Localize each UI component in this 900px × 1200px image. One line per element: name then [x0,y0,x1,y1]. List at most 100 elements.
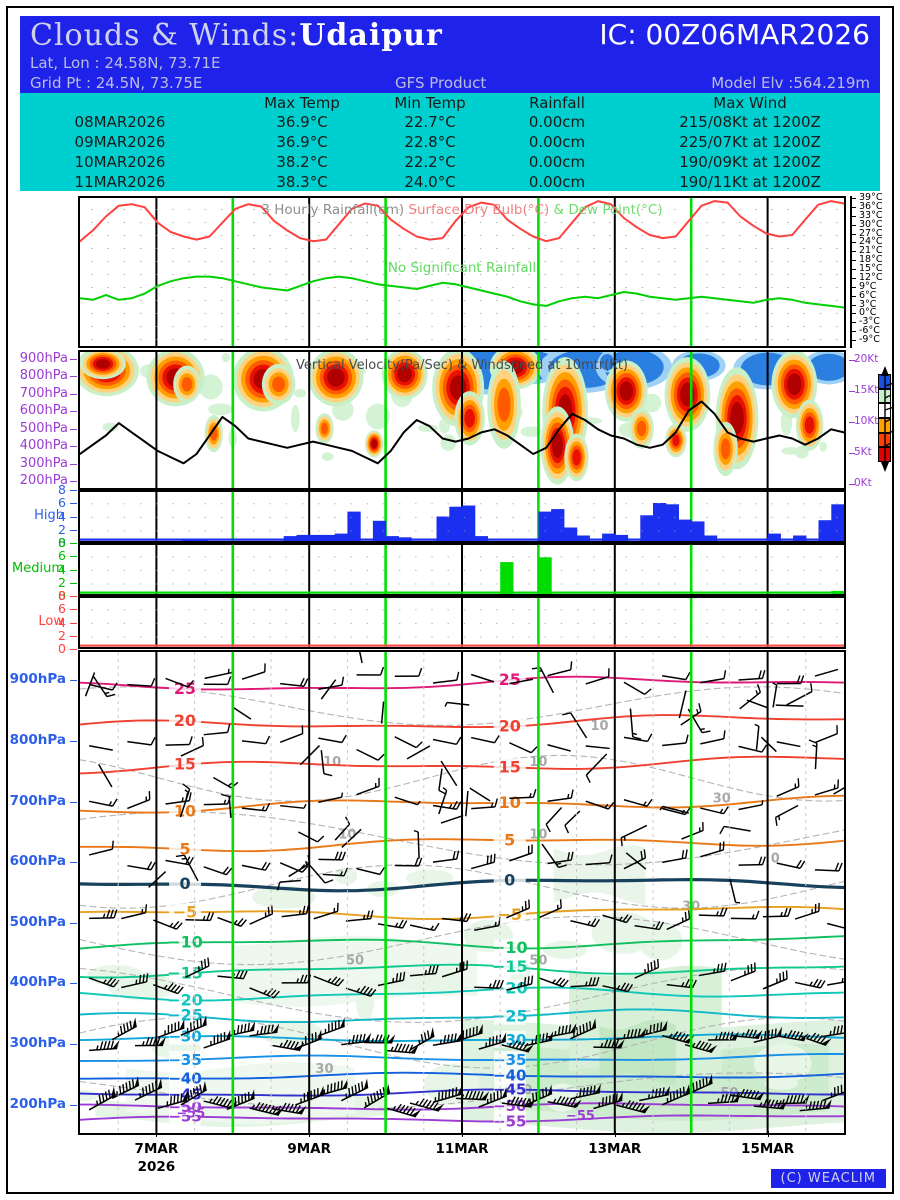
wind-legend-tick [849,391,855,392]
cell-max-temp: 38.3°C [276,173,328,191]
svg-text:−25: −25 [167,1006,203,1025]
wind-legend-label: 15Kt [854,384,879,396]
cloud-octa-tick [70,569,77,571]
table-row: 08MAR2026 36.9°C 22.7°C 0.00cm 215/08Kt … [20,112,880,132]
temp-axis-tick [850,269,856,270]
svg-text:5: 5 [179,839,190,858]
svg-text:20: 20 [174,711,196,730]
temp-axis-tick-label: 33°C [859,209,883,221]
pressure-axis-tick [70,740,77,742]
cell-date: 08MAR2026 [74,113,166,131]
cell-max-temp: 38.2°C [276,153,328,171]
x-axis-label: 11MAR [435,1141,489,1157]
temp-axis-tick [850,295,856,297]
vertical-velocity-plot [80,352,844,488]
svg-text:−35: −35 [493,1051,526,1069]
title-prefix: Clouds & Winds: [30,18,300,53]
table-header-row: Max Temp Min Temp Rainfall Max Wind [20,93,880,112]
cloud-octa-label: 4 [58,508,66,524]
svg-text:−5: −5 [497,905,522,924]
cloud-layer-name: High [34,507,64,523]
temp-axis-tick [850,313,856,315]
vv-pressure-label: 300hPa [19,455,68,471]
svg-text:50: 50 [346,954,364,969]
vv-pressure-tick [70,358,77,360]
temp-axis-tick-label: 30°C [859,218,883,230]
temp-axis-tick-label: 3°C [859,298,877,310]
wind-legend-tick [849,422,855,423]
temp-axis-tick-label: -9°C [859,334,880,345]
pressure-axis-tick [70,862,77,864]
wind-legend-label: 10Kt [854,415,879,427]
cloud-octa-tick [70,516,77,518]
cloud-octa-tick [70,490,77,491]
table-row: 11MAR2026 38.3°C 24.0°C 0.00cm 190/11Kt … [20,172,880,192]
x-axis-year: 2026 [137,1159,176,1175]
svg-text:−40: −40 [493,1067,526,1085]
wind-legend-tick [849,484,855,485]
panel-upper-air: 3050505050301010301010100−55−55−50−50−45… [78,650,846,1135]
panel-rainfall-temperature: 3 Hourly Rainfall(cm) Surface Dry Bulb(°… [78,196,846,348]
pressure-axis-label: 800hPa [9,731,66,748]
temp-axis-tick-label: 6°C [859,289,877,301]
svg-text:10: 10 [499,793,521,812]
col-rainfall: Rainfall [529,94,585,112]
temp-axis-tick [850,215,856,217]
pressure-axis-label: 400hPa [9,974,66,991]
svg-text:−20: −20 [492,979,528,998]
vv-pressure-label: 200hPa [19,473,68,489]
temp-axis-tick-label: 12°C [859,271,883,283]
pressure-axis-tick [70,1044,77,1046]
svg-text:−55: −55 [176,1106,205,1121]
pressure-axis-label: 700hPa [9,792,66,809]
x-axis-label: 7MAR [134,1141,179,1157]
temp-axis-tick-label: 24°C [859,236,883,248]
cloud-octa-label: 0 [58,641,66,656]
x-axis-label: 15MAR [741,1141,795,1157]
cloud-octa-label: 4 [58,614,66,630]
pressure-axis-label: 200hPa [9,1095,66,1112]
vv-pressure-tick [70,463,77,465]
pressure-axis-label: 500hPa [9,913,66,930]
temp-axis-tick-label: 0°C [859,307,877,319]
cloud-octa-label: 8 [58,482,66,497]
x-axis-label: 13MAR [588,1141,642,1157]
svg-text:15: 15 [499,757,521,776]
col-max-temp: Max Temp [264,94,340,112]
temp-axis-tick-label: -3°C [859,316,880,328]
x-axis-tick [462,1131,463,1137]
temp-axis-tick [850,242,856,244]
svg-text:−25: −25 [492,1007,528,1026]
cell-rainfall: 0.00cm [528,153,586,171]
svg-text:0: 0 [771,851,780,866]
pressure-axis-tick [70,983,77,985]
windspeed-legend: 20Kt 15Kt 10Kt 5Kt 0Kt [849,352,898,492]
panel-low-cloud [78,596,846,649]
cloud-octa-tick [70,543,77,544]
col-date [20,93,238,112]
cell-rainfall: 0.00cm [528,113,586,131]
svg-text:20: 20 [499,716,521,735]
cell-max-wind: 215/08Kt at 1200Z [679,113,821,131]
x-axis-tick [614,1131,616,1137]
svg-text:25: 25 [499,670,521,689]
x-axis-tick [767,1131,769,1137]
col-max-wind: Max Wind [713,94,787,112]
panel-high-cloud [78,490,846,543]
temp-axis-tick [850,304,856,306]
cell-min-temp: 22.2°C [404,153,456,171]
temp-axis-tick [850,198,856,199]
daily-summary-table: Max Temp Min Temp Rainfall Max Wind 08MA… [20,93,880,191]
vv-pressure-tick [70,446,77,448]
vv-pressure-tick [70,481,77,483]
pressure-axis-tick [70,801,77,803]
vv-pressure-label: 800hPa [19,368,68,384]
wind-legend-label: 0Kt [854,477,872,489]
vv-pressure-label: 700hPa [19,385,68,401]
cell-max-temp: 36.9°C [276,133,328,151]
svg-text:10: 10 [174,802,196,821]
cloud-octa-label: 4 [58,561,66,577]
temp-axis-tick-label: 15°C [859,263,883,274]
model-elevation-label: Model Elv :564.219m [711,74,870,92]
upper-air-plot: 3050505050301010301010100−55−55−50−50−45… [80,652,844,1133]
